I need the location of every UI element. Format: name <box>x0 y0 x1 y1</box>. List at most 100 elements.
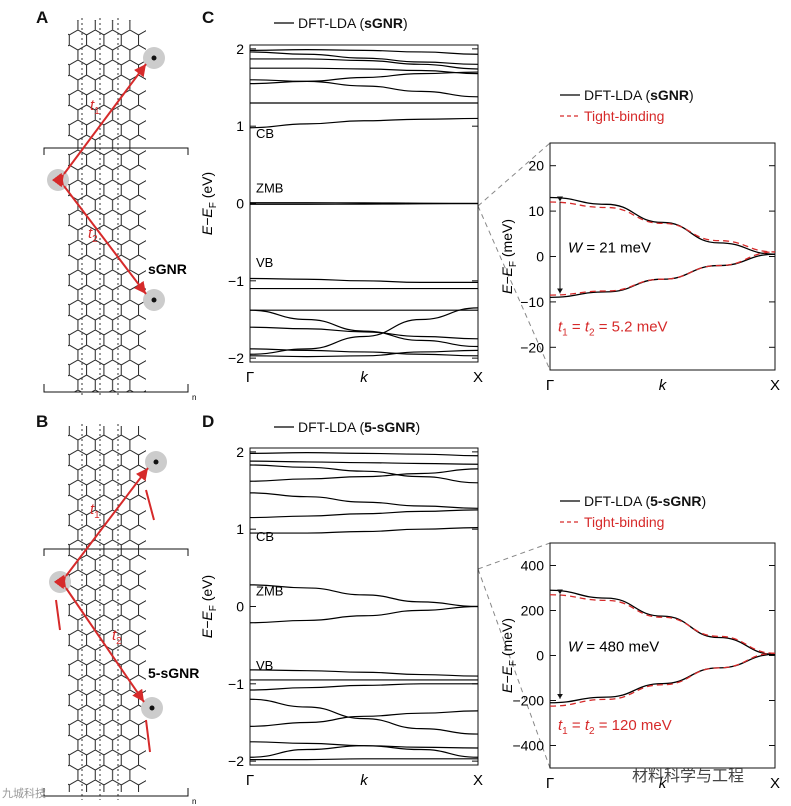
t1-label: t1 <box>90 97 100 117</box>
tight-binding-line <box>549 652 776 707</box>
hopping-t1: t <box>558 717 563 734</box>
band-label: ZMB <box>256 584 283 599</box>
y-axis-label-main: E−E <box>499 266 515 294</box>
y-tick-label: 1 <box>236 118 244 134</box>
site-dot <box>57 579 63 585</box>
band-line <box>249 509 479 519</box>
t1-label: t1 <box>90 501 100 521</box>
legend-text: Tight-binding <box>584 108 664 124</box>
panel-B-structure: t1 t2 5-sGNR n <box>43 424 199 806</box>
site-dot <box>151 55 157 61</box>
y-axis-label-sub: F <box>508 660 519 666</box>
x-tick-label: X <box>770 775 780 792</box>
tight-binding-line <box>549 201 776 253</box>
hopping-t1: t <box>558 318 563 335</box>
hopping-value: = 5.2 meV <box>595 318 668 335</box>
t2-hopping-arrow <box>51 172 147 295</box>
y-tick-label: 0 <box>536 249 544 265</box>
band-line <box>249 464 479 484</box>
y-tick-label: 400 <box>521 558 545 574</box>
y-axis-label-unit: (meV) <box>499 219 515 261</box>
zoomed-band-chart-c: 20 10 0 −10 −20 Γ k X E−EF (meV) DFT-LDA (sGNR) Ti… <box>499 87 780 394</box>
band-line <box>249 51 479 65</box>
x-tick-label: k <box>360 369 369 386</box>
legend-label: Tight-binding <box>584 108 664 124</box>
band-line <box>249 710 479 727</box>
band-line <box>249 348 479 357</box>
band-line <box>249 460 479 465</box>
legend-text-bold: 5-sGNR <box>650 493 701 509</box>
y-axis-label: E−EF (meV) <box>499 618 519 693</box>
y-axis-label-main: E−E <box>199 611 215 639</box>
bandwidth-value: = 21 meV <box>582 239 651 256</box>
band-label: ZMB <box>256 181 283 196</box>
y-tick-label: 0 <box>236 196 244 212</box>
legend-text-bold: 5-sGNR <box>364 419 415 435</box>
panel-label-b: B <box>36 412 49 431</box>
x-tick-label: Γ <box>546 377 554 394</box>
bandwidth-label: W = 21 meV <box>568 239 651 256</box>
hopping-label: t1 = t2 = 5.2 meV <box>558 318 668 338</box>
panel-label-c: C <box>202 8 215 27</box>
zoom-connector <box>477 205 551 371</box>
bandwidth-value: = 480 meV <box>582 639 659 656</box>
repeat-index: n <box>192 797 196 806</box>
zoom-connector <box>477 542 551 570</box>
bandwidth-symbol: W <box>568 639 584 656</box>
x-tick-label: k <box>659 775 668 792</box>
unit-cell-bracket-bottom <box>43 384 189 393</box>
y-axis-label: E−EF (meV) <box>499 219 519 294</box>
t2-label: t2 <box>112 627 122 647</box>
y-axis-label-sub: F <box>208 202 219 208</box>
y-tick-label: 10 <box>528 203 544 219</box>
hopping-t1-sub: 1 <box>562 327 568 338</box>
band-line <box>249 745 479 758</box>
dft-band-line <box>549 196 776 255</box>
dft-band-line <box>549 653 776 704</box>
site-dot <box>55 177 61 183</box>
site-dot <box>151 297 157 303</box>
band-line <box>249 67 479 75</box>
band-line <box>249 58 479 70</box>
x-tick-label: k <box>659 377 668 394</box>
x-tick-label: Γ <box>546 775 554 792</box>
band-line <box>249 492 479 509</box>
y-axis-label-sub: F <box>508 261 519 267</box>
y-tick-label: −1 <box>228 273 244 289</box>
band-line <box>249 117 479 129</box>
legend-text: Tight-binding <box>584 514 664 530</box>
band-line <box>249 326 479 340</box>
hopping-t1-sub: 1 <box>562 726 568 737</box>
y-tick-label: −1 <box>228 676 244 692</box>
panel-label-a: A <box>36 8 49 27</box>
band-line <box>249 758 478 761</box>
legend-label: DFT-LDA (sGNR) <box>584 87 694 103</box>
hopping-value: = 120 meV <box>595 717 672 734</box>
zoom-connector <box>477 142 551 207</box>
y-tick-label: 2 <box>236 41 244 57</box>
band-line <box>249 698 479 735</box>
band-label: CB <box>256 529 274 544</box>
bandwidth-label: W = 480 meV <box>568 639 659 656</box>
t2-label: t2 <box>88 225 98 245</box>
hopping-label: t1 = t2 = 120 meV <box>558 717 672 737</box>
legend-text: ) <box>415 419 420 435</box>
bandwidth-symbol: W <box>568 239 584 256</box>
molecule-name: sGNR <box>148 261 187 277</box>
y-tick-label: −2 <box>228 753 244 769</box>
x-tick-label: Γ <box>246 772 254 789</box>
t2-hopping-arrow <box>54 574 145 703</box>
y-tick-label: −20 <box>520 339 544 355</box>
band-line <box>249 468 479 482</box>
plot-frame <box>549 542 776 769</box>
hopping-t2-sub: 2 <box>589 327 595 338</box>
hopping-t2: t <box>585 717 590 734</box>
y-tick-label: 1 <box>236 521 244 537</box>
legend-text: ) <box>701 493 706 509</box>
y-axis-label-unit: (eV) <box>199 575 215 605</box>
band-line <box>249 309 479 348</box>
tight-binding-line <box>549 594 776 654</box>
y-axis-label-unit: (meV) <box>499 618 515 660</box>
hopping-t2: t <box>585 318 590 335</box>
